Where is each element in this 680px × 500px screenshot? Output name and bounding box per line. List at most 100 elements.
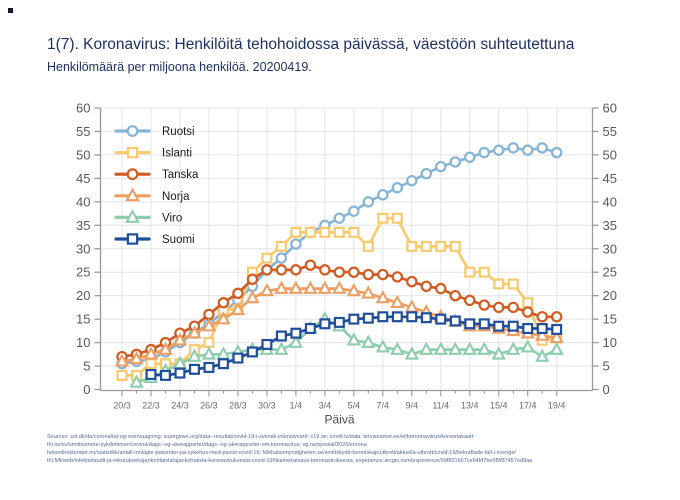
data-point (261, 252, 273, 264)
sources-line: Sources: sst.dk/da/corona/tal-og-overvaa… (47, 434, 474, 440)
data-point (203, 361, 215, 373)
data-point (377, 268, 389, 281)
data-point (522, 306, 534, 318)
data-point (362, 268, 375, 281)
data-point (348, 266, 360, 278)
data-point (216, 346, 231, 360)
data-point (333, 316, 345, 328)
data-point (126, 146, 139, 159)
data-point (245, 290, 260, 304)
data-point (406, 175, 418, 187)
y-tick-label: 50 (603, 147, 617, 162)
data-point (261, 338, 273, 350)
data-point (145, 368, 157, 380)
data-point (145, 358, 157, 370)
series-suomi (145, 311, 563, 381)
data-point (143, 346, 159, 360)
data-point (216, 311, 231, 325)
data-point (129, 374, 144, 388)
legend-label: Ruotsi (162, 126, 195, 138)
data-point (522, 323, 534, 335)
data-point (333, 266, 346, 278)
data-point (274, 280, 289, 294)
data-point (390, 294, 405, 308)
data-point (348, 313, 360, 325)
data-point (290, 264, 302, 276)
y-tick-label: 35 (603, 218, 617, 233)
data-point (433, 341, 448, 355)
data-point (174, 367, 186, 379)
y-tick-label: 40 (603, 194, 617, 209)
data-point (348, 205, 360, 217)
y-tick-label: 60 (76, 101, 90, 116)
y-tick-label: 20 (76, 288, 90, 303)
data-point (116, 369, 128, 381)
data-point (493, 278, 505, 290)
y-tick-label: 0 (83, 382, 90, 397)
data-point (377, 212, 389, 224)
data-point (477, 341, 492, 355)
y-tick-label: 5 (603, 359, 610, 374)
data-point (406, 240, 418, 252)
data-point (419, 341, 434, 355)
y-tick-label: 5 (83, 359, 90, 374)
y-tick-label: 40 (76, 194, 90, 209)
data-point (275, 252, 288, 264)
data-point (246, 346, 258, 358)
data-point (478, 146, 490, 159)
data-point (449, 240, 461, 252)
y-tick-label: 30 (603, 241, 617, 256)
data-point (507, 301, 519, 314)
sources-line: thl.fi/fi/web/infektiotaudit-ja-rokotuks… (47, 458, 533, 464)
x-tick-label: 11/4 (432, 401, 449, 411)
x-tick-label: 7/4 (377, 401, 390, 411)
y-tick-label: 60 (603, 101, 617, 116)
data-point (346, 282, 362, 297)
data-point (535, 348, 550, 362)
legend-label: Islanti (162, 148, 192, 160)
x-tick-label: 5/4 (348, 401, 361, 411)
legend-item-norja: Norja (114, 187, 190, 203)
data-point (377, 189, 389, 201)
data-point (464, 266, 476, 278)
data-point (319, 264, 331, 276)
x-axis-title: Päivä (324, 413, 354, 427)
sources-line: helsedirektoratet.no/statistikk/antall-i… (47, 450, 516, 456)
data-point (404, 346, 419, 360)
x-tick-label: 3/4 (319, 401, 332, 411)
data-point (288, 334, 304, 348)
data-point (507, 278, 519, 290)
data-point (507, 142, 519, 154)
legend-item-islanti: Islanti (114, 146, 192, 160)
sources-footer: Sources: sst.dk/da/corona/tal-og-overvaa… (47, 433, 647, 465)
y-tick-label: 0 (603, 382, 610, 397)
data-point (126, 168, 139, 181)
y-tick-label: 10 (76, 335, 90, 350)
page-subtitle: Henkilömäärä per miljoona henkilöä. 2020… (47, 60, 312, 74)
data-point (290, 238, 302, 250)
legend-label: Norja (162, 191, 190, 203)
data-point (375, 290, 390, 304)
data-point (230, 301, 246, 315)
data-point (536, 311, 548, 323)
data-point (259, 282, 275, 297)
page-title: 1(7). Koronavirus: Henkilöitä tehohoidos… (47, 36, 575, 53)
data-point (435, 313, 447, 325)
x-tick-label: 28/3 (229, 401, 247, 411)
data-point (420, 280, 432, 292)
data-point (346, 332, 362, 346)
data-point (377, 311, 389, 323)
data-point (478, 299, 490, 311)
data-point (549, 341, 564, 355)
data-point (203, 308, 215, 321)
data-point (449, 289, 461, 302)
data-point (391, 271, 404, 283)
data-point (391, 212, 403, 224)
y-tick-label: 55 (76, 124, 90, 139)
data-point (420, 167, 432, 180)
data-point (536, 142, 548, 154)
data-point (535, 327, 550, 341)
data-point (375, 339, 390, 353)
data-point (522, 144, 534, 156)
